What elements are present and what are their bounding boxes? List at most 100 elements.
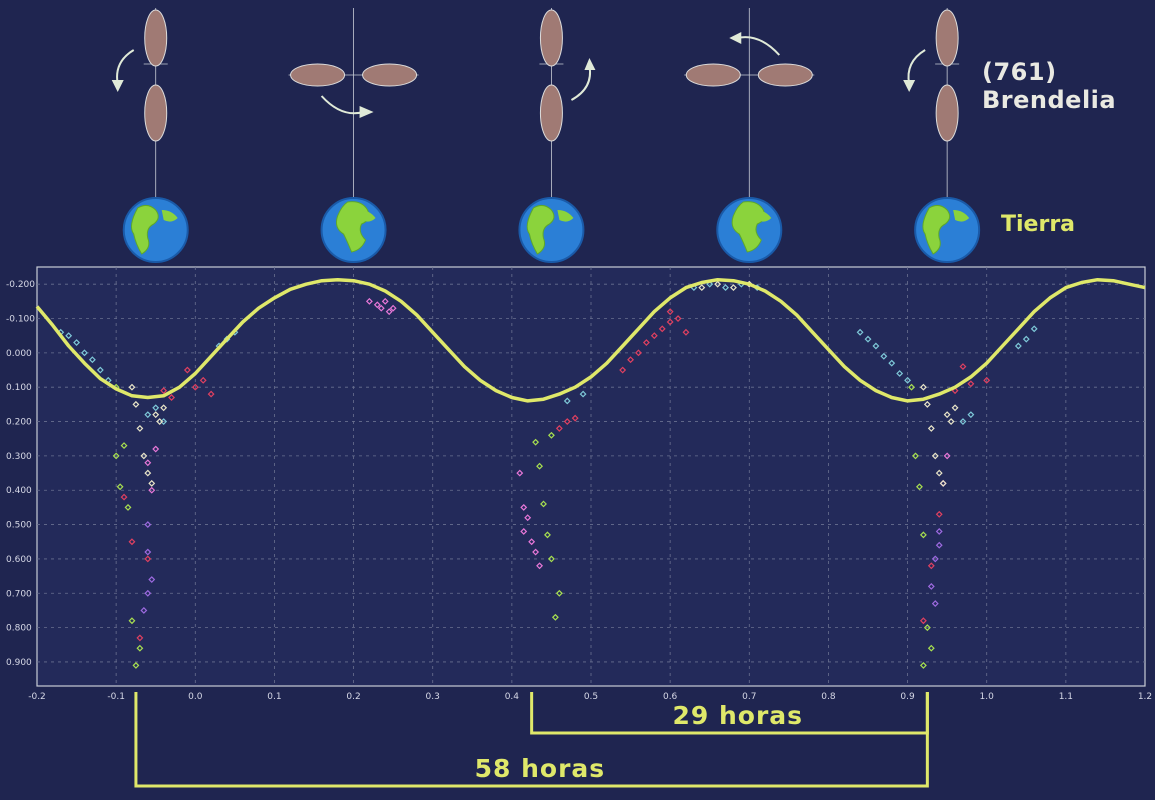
data-point — [698, 284, 706, 292]
orientation-frame — [288, 8, 419, 263]
orientation-frame — [684, 8, 815, 263]
data-point — [943, 452, 951, 460]
data-point — [365, 297, 373, 305]
data-point — [927, 562, 935, 570]
data-point — [935, 541, 943, 549]
asteroid-lobe — [290, 63, 346, 87]
y-tick-label: 0.400 — [6, 486, 32, 496]
data-point — [919, 617, 927, 625]
data-point — [927, 644, 935, 652]
data-point — [140, 452, 148, 460]
x-tick-label: 0.6 — [663, 692, 678, 702]
data-point — [168, 394, 175, 401]
data-point — [148, 576, 156, 583]
data-point — [120, 493, 128, 501]
data-point — [144, 589, 152, 597]
data-point — [927, 424, 935, 432]
data-point — [112, 452, 120, 460]
x-tick-label: 0.2 — [346, 692, 360, 702]
data-point — [650, 332, 658, 340]
x-tick-label: 0.8 — [821, 692, 836, 702]
rotation-arrow-icon — [907, 49, 926, 85]
data-point — [1030, 325, 1038, 333]
data-point — [880, 352, 888, 360]
rotation-arrow-icon — [320, 95, 364, 115]
asteroid-lobe — [144, 84, 168, 142]
data-point — [983, 376, 991, 384]
data-point — [931, 452, 939, 460]
orientation-illustrations — [111, 8, 981, 263]
data-point — [563, 397, 571, 405]
data-point — [904, 376, 912, 384]
data-point — [872, 342, 880, 350]
data-point — [160, 387, 168, 395]
data-point — [959, 418, 967, 425]
data-point — [81, 349, 88, 357]
asteroid-lobe — [757, 63, 813, 87]
data-point — [923, 400, 931, 408]
data-point — [674, 315, 682, 322]
y-tick-label: 0.800 — [6, 624, 32, 634]
x-tick-label: 0.7 — [742, 692, 756, 702]
data-point — [915, 483, 923, 491]
data-point — [555, 424, 563, 432]
y-tick-label: -0.200 — [6, 280, 35, 290]
data-point — [144, 469, 152, 477]
data-point — [128, 538, 136, 546]
data-point — [136, 424, 144, 432]
data-point — [555, 589, 563, 597]
data-point — [908, 383, 915, 391]
data-point — [156, 418, 164, 425]
data-point — [551, 613, 559, 621]
data-point — [152, 411, 160, 419]
y-tick-label: -0.100 — [6, 315, 35, 325]
data-point — [377, 304, 385, 312]
arrowhead — [359, 106, 374, 118]
x-tick-label: 1.1 — [1059, 692, 1073, 702]
y-tick-label: 0.200 — [6, 418, 32, 428]
data-point — [65, 332, 73, 340]
data-point — [160, 404, 168, 412]
data-point — [935, 528, 943, 535]
data-point — [536, 562, 544, 570]
grid — [37, 267, 1145, 686]
data-point — [935, 469, 943, 477]
asteroid-lobe — [685, 63, 741, 87]
asteroid-lobe — [935, 9, 959, 67]
asteroid-lobe — [539, 84, 563, 142]
y-tick-label: 0.900 — [6, 658, 32, 668]
data-point — [199, 376, 207, 384]
data-point — [191, 383, 199, 391]
orientation-frame — [518, 8, 596, 263]
data-point — [152, 404, 160, 412]
data-point — [919, 661, 927, 669]
data-point — [124, 503, 132, 511]
data-point — [931, 600, 939, 608]
y-tick-label: 0.300 — [6, 452, 32, 462]
data-point — [943, 411, 951, 419]
orientation-frame — [903, 8, 981, 263]
data-point — [144, 548, 152, 556]
data-point — [385, 308, 393, 316]
data-point — [532, 548, 540, 556]
data-point — [528, 538, 536, 546]
orientation-frame — [111, 8, 189, 263]
data-point — [544, 531, 551, 539]
data-point — [183, 366, 191, 374]
earth-americas-icon — [122, 197, 189, 263]
period-29h-label: 29 horas — [672, 701, 804, 730]
model-lightcurve — [35, 277, 1146, 403]
x-tick-label: 0.3 — [426, 692, 440, 702]
data-point — [88, 356, 96, 364]
data-point — [540, 500, 547, 508]
data-point — [532, 438, 540, 446]
y-tick-label: 0.100 — [6, 383, 32, 393]
asteroid-lobe — [362, 63, 418, 87]
data-point — [931, 555, 939, 563]
data-point — [635, 349, 642, 357]
data-point — [207, 390, 215, 398]
rotation-arrow-icon — [570, 65, 592, 101]
data-point — [547, 431, 555, 439]
data-point — [967, 380, 975, 388]
